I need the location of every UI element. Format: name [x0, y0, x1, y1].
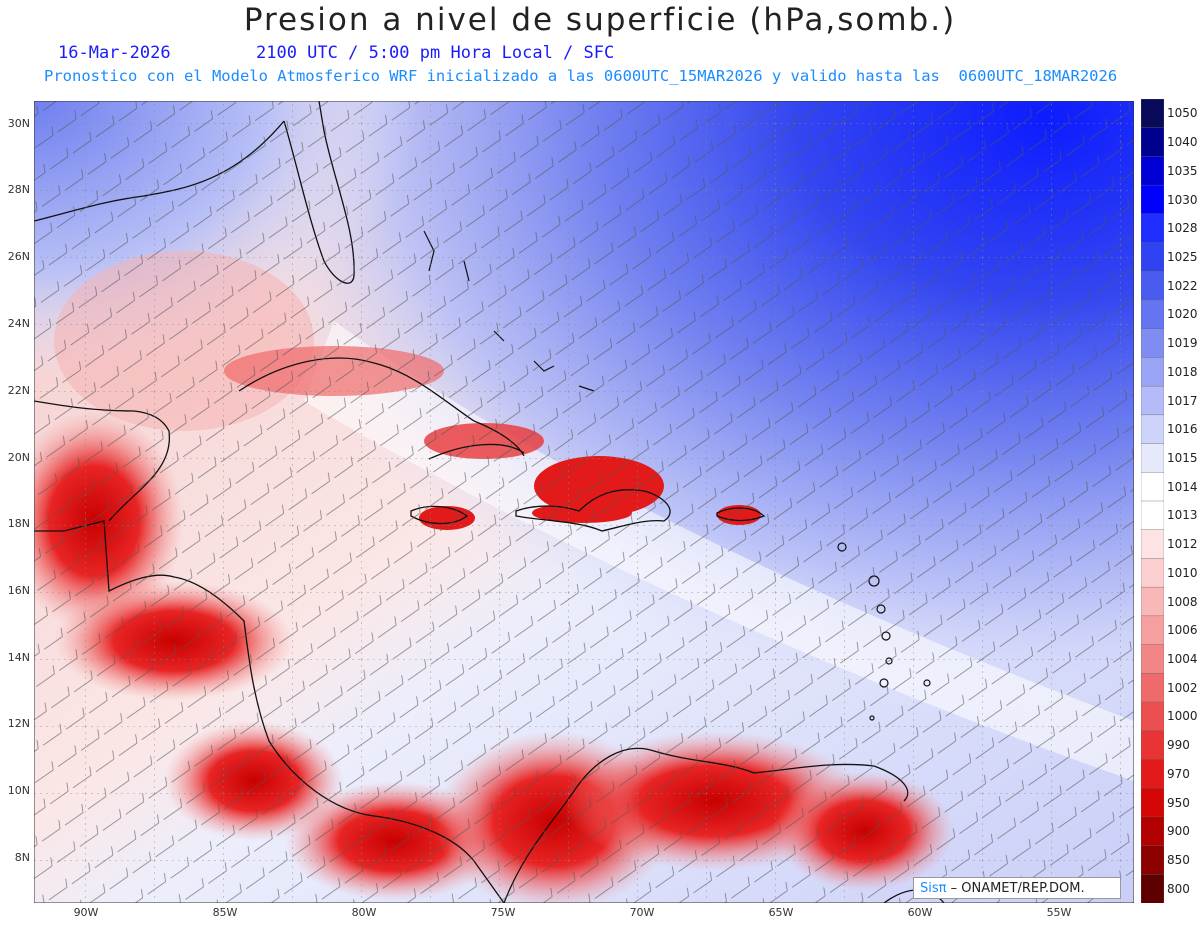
colorbar-label: 1008: [1167, 594, 1198, 609]
lat-label: 30N: [7, 117, 30, 130]
colorbar-swatch: [1141, 730, 1164, 761]
lat-label: 24N: [7, 317, 30, 330]
lat-label: 22N: [7, 384, 30, 397]
colorbar-swatch: [1141, 558, 1164, 588]
lat-label: 18N: [7, 517, 30, 530]
lat-label: 26N: [7, 250, 30, 263]
colorbar-label: 970: [1167, 766, 1190, 781]
lat-label: 20N: [7, 451, 30, 464]
colorbar-swatch: [1141, 328, 1164, 359]
lon-label: 65W: [768, 906, 794, 919]
lat-label: 10N: [7, 784, 30, 797]
colorbar-swatch: [1141, 443, 1164, 473]
colorbar-label: 1030: [1167, 192, 1198, 207]
colorbar-label: 1004: [1167, 651, 1198, 666]
colorbar-label: 1012: [1167, 537, 1198, 552]
colorbar-label: 1035: [1167, 163, 1198, 178]
lon-label: 75W: [490, 906, 516, 919]
lat-label: 16N: [7, 584, 30, 597]
colorbar-swatch: [1141, 845, 1164, 875]
colorbar-label: 1017: [1167, 393, 1198, 408]
colorbar-label: 1006: [1167, 623, 1198, 638]
colorbar-label: 1000: [1167, 709, 1198, 724]
colorbar-label: 990: [1167, 738, 1190, 753]
colorbar-label: 950: [1167, 795, 1190, 810]
colorbar-swatch: [1141, 529, 1164, 560]
colorbar-label: 1018: [1167, 364, 1198, 379]
pressure-colorbar: [1141, 99, 1164, 903]
lon-label: 70W: [629, 906, 655, 919]
colorbar-swatch: [1141, 414, 1164, 445]
colorbar-swatch: [1141, 701, 1164, 732]
colorbar-label: 1015: [1167, 450, 1198, 465]
colorbar-swatch: [1141, 472, 1164, 502]
colorbar-swatch: [1141, 357, 1164, 387]
colorbar-swatch: [1141, 615, 1164, 646]
lat-label: 14N: [7, 651, 30, 664]
colorbar-swatch: [1141, 586, 1164, 617]
colorbar-swatch: [1141, 787, 1164, 818]
colorbar-label: 1019: [1167, 336, 1198, 351]
colorbar-swatch: [1141, 385, 1164, 416]
lat-label: 12N: [7, 717, 30, 730]
credit-box: Sisπ – ONAMET/REP.DOM.: [913, 877, 1121, 899]
latlon-grid: [34, 101, 1134, 903]
colorbar-label: 1020: [1167, 307, 1198, 322]
lon-label: 80W: [351, 906, 377, 919]
colorbar-label: 900: [1167, 824, 1190, 839]
colorbar-swatch: [1141, 127, 1164, 158]
colorbar-label: 1028: [1167, 221, 1198, 236]
colorbar-swatch: [1141, 156, 1164, 186]
colorbar-swatch: [1141, 213, 1164, 244]
lat-label: 8N: [14, 851, 30, 864]
colorbar-label: 850: [1167, 852, 1190, 867]
map-title: Presion a nivel de superficie (hPa,somb.…: [243, 2, 957, 38]
colorbar-label: 1002: [1167, 680, 1198, 695]
credit-brand: Sisπ: [920, 881, 947, 896]
colorbar-label: 1025: [1167, 249, 1198, 264]
colorbar-label: 800: [1167, 881, 1190, 896]
model-run-info: Pronostico con el Modelo Atmosferico WRF…: [44, 67, 1118, 85]
colorbar-label: 1014: [1167, 479, 1198, 494]
colorbar-swatch: [1141, 299, 1164, 330]
colorbar-label: 1013: [1167, 508, 1198, 523]
colorbar-label: 1016: [1167, 422, 1198, 437]
colorbar-label: 1040: [1167, 135, 1198, 150]
lon-label: 55W: [1046, 906, 1072, 919]
pressure-map: [34, 101, 1134, 903]
colorbar-swatch: [1141, 759, 1164, 789]
colorbar-swatch: [1141, 500, 1164, 531]
colorbar-label: 1010: [1167, 565, 1198, 580]
colorbar-swatch: [1141, 271, 1164, 301]
colorbar-swatch: [1141, 99, 1164, 129]
colorbar-swatch: [1141, 242, 1164, 272]
valid-date: 16-Mar-2026: [58, 43, 171, 63]
colorbar-swatch: [1141, 816, 1164, 847]
lon-label: 60W: [907, 906, 933, 919]
credit-text: – ONAMET/REP.DOM.: [950, 881, 1085, 896]
valid-time-info: 2100 UTC / 5:00 pm Hora Local / SFC: [256, 43, 615, 63]
colorbar-swatch: [1141, 874, 1164, 903]
colorbar-swatch: [1141, 644, 1164, 674]
colorbar-label: 1050: [1167, 106, 1198, 121]
lat-label: 28N: [7, 183, 30, 196]
colorbar-swatch: [1141, 184, 1164, 215]
colorbar-swatch: [1141, 673, 1164, 703]
lon-label: 85W: [212, 906, 238, 919]
lon-label: 90W: [73, 906, 99, 919]
colorbar-label: 1022: [1167, 278, 1198, 293]
